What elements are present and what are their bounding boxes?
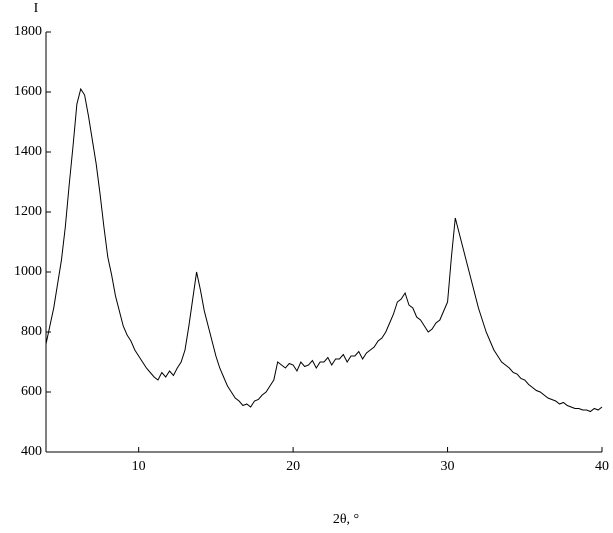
y-axis-label: I xyxy=(34,1,39,16)
y-tick-label: 1400 xyxy=(14,144,42,159)
y-tick-label: 400 xyxy=(21,444,42,459)
x-tick-label: 30 xyxy=(441,459,455,474)
y-tick-label: 1000 xyxy=(14,264,42,279)
x-tick-label: 20 xyxy=(286,459,300,474)
x-tick-label: 10 xyxy=(132,459,146,474)
y-tick-label: 600 xyxy=(21,384,42,399)
y-tick-label: 1200 xyxy=(14,204,42,219)
data-line xyxy=(45,87,603,413)
y-tick-label: 1600 xyxy=(14,84,42,99)
x-axis-label: 2θ, ° xyxy=(333,512,359,527)
x-tick-label: 40 xyxy=(595,459,609,474)
y-tick-label: 1800 xyxy=(14,24,42,39)
y-tick-label: 800 xyxy=(21,324,42,339)
